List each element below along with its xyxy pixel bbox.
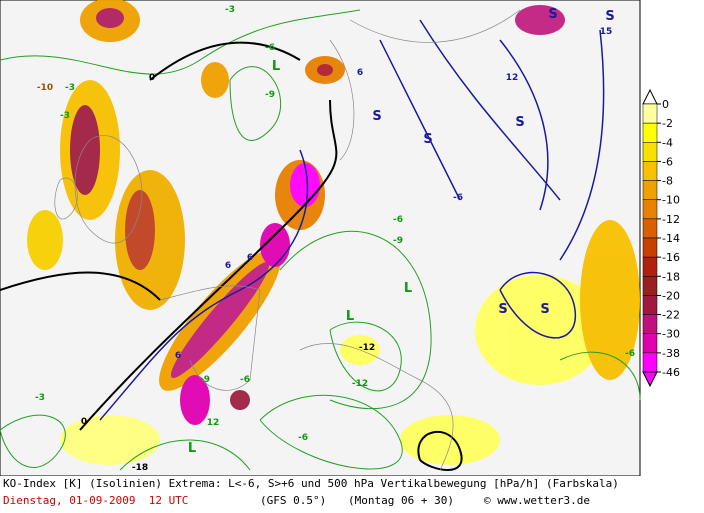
colorbar-label: -38	[662, 347, 680, 360]
contour-labels: -3 -6 -9 L 0 -10 -3 6 S S S 12 -6 -9 6 S S -6 -3 L -12 L 6 -9 -6…	[35, 5, 635, 473]
colorbar-segment	[642, 237, 658, 258]
contour-label: 12	[506, 73, 519, 83]
colorbar-segment	[642, 333, 658, 354]
contour-label: 6	[247, 253, 253, 263]
colorbar-top-arrow	[642, 88, 658, 105]
ko-index-isolines	[0, 9, 641, 471]
contour-label: 0	[81, 417, 87, 427]
colorbar-label: -46	[662, 366, 680, 379]
colorbar-label: 0	[662, 98, 669, 111]
colorbar-segment	[642, 142, 658, 162]
vertical-motion-isolines	[99, 19, 605, 421]
contour-label: -6	[453, 193, 463, 203]
colorbar-label: -12	[662, 213, 680, 226]
zero-isolines	[0, 41, 463, 471]
contour-label: 15	[600, 27, 613, 37]
contour-label: S	[605, 9, 614, 24]
contour-label: 0	[149, 73, 155, 83]
colorbar-label: -16	[662, 251, 680, 264]
contour-label: -9	[393, 236, 403, 246]
contour-label: L	[188, 441, 196, 456]
contour-label: S	[548, 7, 557, 22]
contour-label: 6	[225, 261, 231, 271]
colorbar-segment	[642, 276, 658, 296]
footer-date: Dienstag, 01-09-2009 12 UTC	[3, 494, 189, 507]
contour-label: S	[498, 302, 507, 317]
contour-label: S	[515, 115, 524, 130]
colorbar-label: -6	[662, 155, 673, 168]
colorbar-segment	[642, 218, 658, 239]
colorbar-segment	[642, 295, 658, 315]
contour-label: -3	[65, 83, 75, 93]
contour-label: -3	[35, 393, 45, 403]
contour-label: S	[423, 132, 432, 147]
contour-label: -6	[298, 433, 308, 443]
contour-label: L	[404, 281, 412, 296]
contour-label: -3	[60, 111, 70, 121]
contour-label: -6	[240, 375, 250, 385]
colorbar-segment	[642, 103, 658, 124]
colorbar-label: -2	[662, 117, 673, 130]
colorbar-label: -14	[662, 232, 680, 245]
color-fields	[27, 0, 640, 465]
colorbar-segment	[642, 161, 658, 181]
contour-label: -6	[625, 349, 635, 359]
contour-label: -12	[359, 343, 375, 353]
colorbar-label: -20	[662, 289, 680, 302]
colorbar-label: -30	[662, 328, 680, 341]
colorbar-label: -10	[662, 194, 680, 207]
contour-label: -6	[265, 43, 275, 53]
colorbar-label: -8	[662, 175, 673, 188]
footer-run: (Montag 06 + 30)	[348, 494, 454, 507]
footer-description: KO-Index [K] (Isolinien) Extrema: L<-6, …	[3, 477, 619, 490]
colorbar-segment	[642, 314, 658, 334]
colorbar-label: -22	[662, 309, 680, 322]
colorbar-segment	[642, 256, 658, 277]
contour-label: S	[372, 109, 381, 124]
contour-label: S	[540, 302, 549, 317]
colorbar-segment	[642, 199, 658, 220]
contour-label: -18	[132, 463, 148, 473]
colorbar-label: -18	[662, 270, 680, 283]
colorbar-segment	[642, 352, 658, 373]
contour-label: 6	[175, 351, 181, 361]
colorbar-label: -4	[662, 136, 673, 149]
contour-label: -3	[225, 5, 235, 15]
colorbar-segment	[642, 180, 658, 200]
contour-label: -9	[265, 90, 275, 100]
footer-copyright: © www.wetter3.de	[484, 494, 590, 507]
contour-label: L	[346, 309, 354, 324]
colorbar-segment	[642, 122, 658, 143]
contour-label: -9	[200, 375, 210, 385]
contour-label: -12	[352, 379, 368, 389]
colorbar: 0 -2 -4 -6 -8 -10 -12 -14 -16 -18 -20 -22 -30 -38 -46	[642, 88, 680, 388]
contour-label: 6	[357, 68, 363, 78]
map: -3 -6 -9 L 0 -10 -3 6 S S S 12 -6 -9 6 S S -6 -3 L -12 L 6 -9 -6…	[0, 0, 680, 476]
colorbar-bottom-arrow	[642, 371, 658, 388]
contour-label: L	[272, 59, 280, 74]
footer-model: (GFS 0.5°)	[260, 494, 327, 507]
contour-label: -6	[393, 215, 403, 225]
contour-label: 12	[207, 418, 220, 428]
contour-label: -10	[37, 83, 53, 93]
